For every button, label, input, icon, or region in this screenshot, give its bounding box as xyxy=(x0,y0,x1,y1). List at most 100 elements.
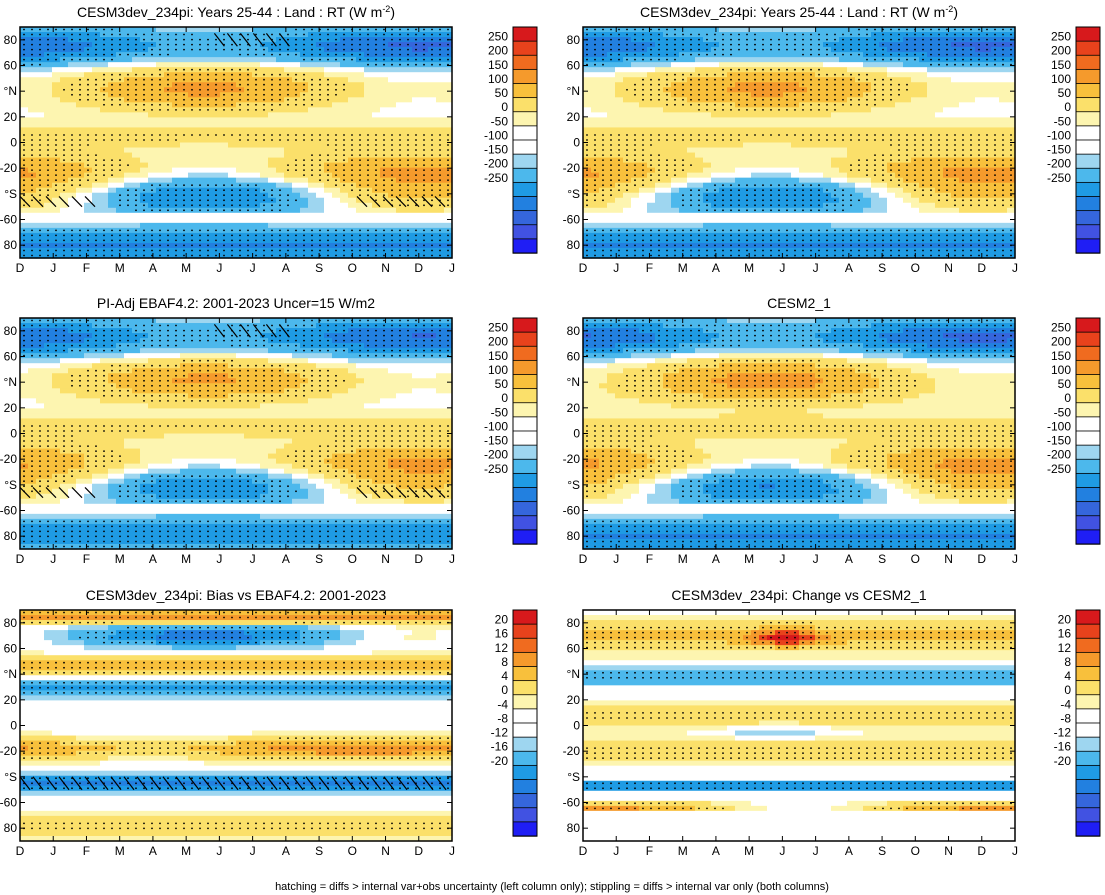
stipple-dot xyxy=(111,244,113,247)
field-cell xyxy=(132,127,141,134)
stipple-dot xyxy=(255,249,257,252)
field-cell xyxy=(583,222,592,229)
field-cell xyxy=(428,77,437,83)
field-cell xyxy=(292,147,301,154)
field-cell xyxy=(735,222,744,229)
field-cell xyxy=(663,222,672,229)
stipple-dot xyxy=(223,88,225,91)
stipple-dot xyxy=(375,28,377,31)
stipple-dot xyxy=(399,204,401,207)
stipple-dot xyxy=(431,134,433,136)
field-cell xyxy=(364,92,373,98)
stipple-dot xyxy=(215,229,217,232)
stipple-dot xyxy=(303,43,305,46)
field-cell xyxy=(583,82,592,88)
field-cell xyxy=(236,167,245,174)
field-cell xyxy=(607,107,616,113)
field-cell xyxy=(108,222,117,229)
field-cell xyxy=(671,127,680,134)
stipple-dot xyxy=(407,144,409,146)
stipple-dot xyxy=(87,139,89,141)
field-cell xyxy=(671,187,680,194)
stipple-dot xyxy=(159,249,161,252)
stipple-dot xyxy=(399,184,401,187)
stipple-dot xyxy=(415,239,417,242)
stipple-dot xyxy=(415,144,417,146)
field-cell xyxy=(308,117,317,124)
y-tick-label: °S xyxy=(4,187,17,201)
field-cell xyxy=(356,217,365,224)
stipple-dot xyxy=(247,33,249,36)
stipple-dot xyxy=(63,229,65,232)
stipple-dot xyxy=(247,239,249,242)
stipple-dot xyxy=(239,88,241,91)
field-cell xyxy=(220,27,229,33)
stipple-dot xyxy=(87,254,89,257)
field-cell xyxy=(252,112,261,118)
field-cell xyxy=(68,112,77,118)
field-cell xyxy=(372,202,381,209)
stipple-dot xyxy=(295,48,297,51)
field-cell xyxy=(607,222,616,229)
field-cell xyxy=(444,67,453,73)
field-cell xyxy=(204,27,213,33)
field-cell xyxy=(671,192,680,199)
stipple-dot xyxy=(151,184,153,187)
field-cell xyxy=(60,77,69,83)
stipple-dot xyxy=(407,134,409,136)
stipple-dot xyxy=(351,149,353,151)
field-cell xyxy=(60,112,69,118)
field-cell xyxy=(695,122,704,129)
stipple-dot xyxy=(183,194,185,197)
stipple-dot xyxy=(247,249,249,252)
stipple-dot xyxy=(111,103,113,106)
field-cell xyxy=(372,207,381,214)
stipple-dot xyxy=(279,254,281,257)
stipple-dot xyxy=(151,43,153,46)
field-cell xyxy=(663,112,672,118)
stipple-dot xyxy=(23,43,25,46)
field-cell xyxy=(60,117,69,124)
stipple-dot xyxy=(399,249,401,252)
stipple-dot xyxy=(343,28,345,31)
field-cell xyxy=(727,27,736,33)
field-cell xyxy=(124,57,133,63)
stipple-dot xyxy=(303,229,305,232)
stipple-dot xyxy=(303,254,305,257)
stipple-dot xyxy=(415,189,417,192)
field-cell xyxy=(591,77,600,83)
stipple-dot xyxy=(423,254,425,257)
stipple-dot xyxy=(311,244,313,247)
field-cell xyxy=(172,27,181,33)
field-cell xyxy=(348,72,357,78)
field-cell xyxy=(164,57,173,63)
stipple-dot xyxy=(431,139,433,141)
field-cell xyxy=(647,197,656,204)
field-cell xyxy=(340,72,349,78)
stipple-dot xyxy=(447,48,449,51)
stipple-dot xyxy=(415,154,417,157)
field-cell xyxy=(300,182,309,189)
stipple-dot xyxy=(415,254,417,257)
stipple-dot xyxy=(231,249,233,252)
stipple-dot xyxy=(135,109,137,111)
stipple-dot xyxy=(247,134,249,136)
stipple-dot xyxy=(287,33,289,36)
field-cell xyxy=(132,152,141,159)
field-cell xyxy=(308,177,317,184)
field-cell xyxy=(244,157,253,164)
field-cell xyxy=(324,117,333,124)
field-cell xyxy=(356,82,365,88)
stipple-dot xyxy=(39,48,41,51)
field-cell xyxy=(68,117,77,124)
stipple-dot xyxy=(247,139,249,141)
stipple-dot xyxy=(207,184,209,187)
field-cell xyxy=(356,117,365,124)
stipple-dot xyxy=(55,189,57,192)
field-cell xyxy=(663,177,672,184)
field-cell xyxy=(348,67,357,73)
stipple-dot xyxy=(327,88,329,91)
field-cell xyxy=(607,202,616,209)
field-cell xyxy=(140,222,149,229)
field-cell xyxy=(380,72,389,78)
